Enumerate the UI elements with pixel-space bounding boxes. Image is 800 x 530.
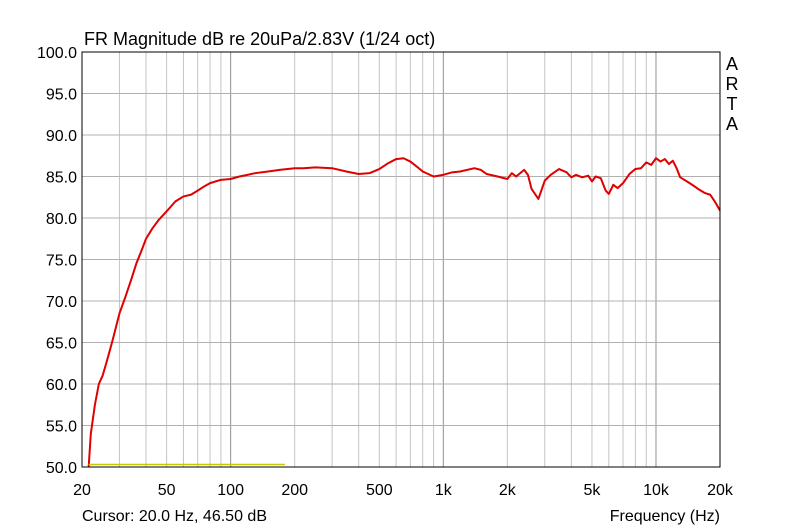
x-axis-ticks: 20 50 100 200 500 1k 2k 5k 10k 20k <box>73 482 734 499</box>
y-tick-label: 90.0 <box>46 128 77 145</box>
y-tick-label: 80.0 <box>46 211 77 228</box>
x-tick-label: 50 <box>158 482 176 499</box>
y-tick-label: 55.0 <box>46 419 77 436</box>
x-tick-label: 2k <box>499 482 517 499</box>
x-tick-label: 100 <box>217 482 244 499</box>
y-tick-label: 85.0 <box>46 170 77 187</box>
x-tick-label: 5k <box>584 482 602 499</box>
chart-title: FR Magnitude dB re 20uPa/2.83V (1/24 oct… <box>84 29 435 49</box>
watermark-letter: A <box>726 54 738 74</box>
y-tick-label: 100.0 <box>37 45 77 62</box>
y-tick-label: 65.0 <box>46 336 77 353</box>
watermark-letter: R <box>726 74 739 94</box>
plot-series <box>87 157 721 468</box>
x-tick-label: 200 <box>281 482 308 499</box>
y-tick-label: 60.0 <box>46 377 77 394</box>
x-axis-label: Frequency (Hz) <box>610 508 720 525</box>
watermark-letter: A <box>726 114 738 134</box>
y-axis-ticks: 100.0 95.0 90.0 85.0 80.0 75.0 70.0 65.0 60.0 55.… <box>37 45 77 477</box>
grid-lines <box>82 52 720 467</box>
x-tick-label: 20 <box>73 482 91 499</box>
response-curve <box>87 157 721 468</box>
y-tick-label: 75.0 <box>46 253 77 270</box>
watermark-letter: T <box>727 94 738 114</box>
x-tick-label: 500 <box>366 482 393 499</box>
x-tick-label: 10k <box>643 482 670 499</box>
x-tick-label: 1k <box>435 482 453 499</box>
plot-frame <box>81 51 721 468</box>
cursor-readout: Cursor: 20.0 Hz, 46.50 dB <box>82 508 267 525</box>
x-tick-label: 20k <box>707 482 734 499</box>
y-tick-label: 95.0 <box>46 87 77 104</box>
y-tick-label: 70.0 <box>46 294 77 311</box>
y-tick-label: 50.0 <box>46 460 77 477</box>
